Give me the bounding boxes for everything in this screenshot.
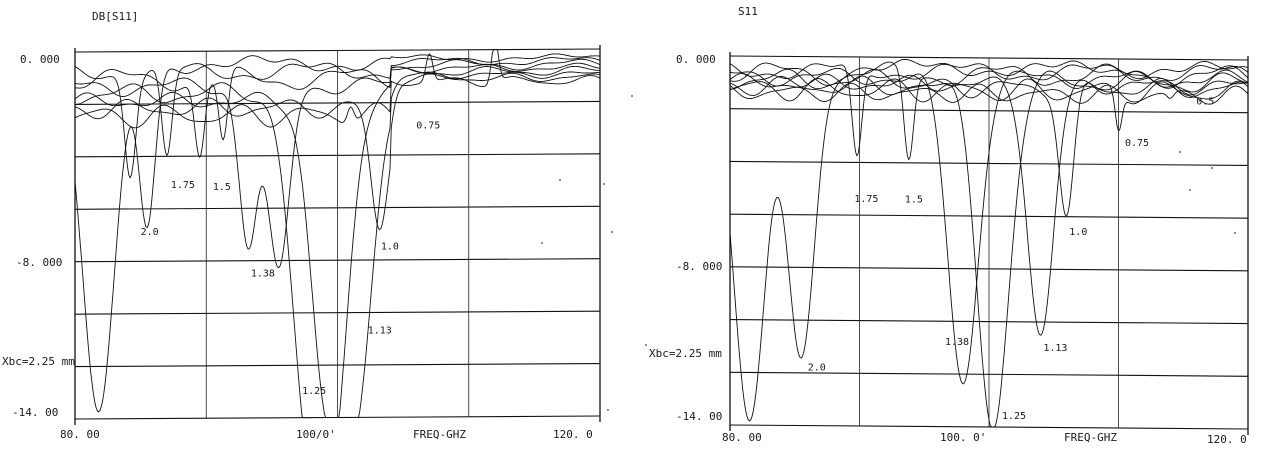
scan-speck — [631, 95, 633, 97]
curve-label: 1.38 — [945, 337, 969, 348]
x-tick-label-mid: 100. 0' — [940, 431, 986, 444]
x-tick-label-end: 120. 0 — [553, 428, 593, 441]
series-line-1-13 — [74, 71, 601, 419]
y-tick-label-mid: -8. 000 — [676, 260, 722, 273]
scan-speck — [607, 409, 609, 411]
series-line-0-5 — [729, 82, 1249, 105]
curve-label: 1.25 — [302, 386, 326, 397]
x-tick-label-start: 80. 00 — [722, 431, 762, 444]
series-line-2-0 — [729, 59, 1249, 422]
series-line-2-0 — [74, 53, 601, 413]
y-tick-label-top: 0. 000 — [20, 53, 60, 66]
series-line-1-75 — [74, 57, 601, 179]
curve-label: 1.0 — [1069, 227, 1087, 238]
x-axis-label: FREQ-GHZ — [1064, 431, 1117, 444]
scan-speck — [611, 231, 613, 233]
series-line-0-75 — [729, 78, 1249, 132]
curve-label: 2.0 — [141, 227, 159, 238]
curve-label: 0.5 — [1196, 96, 1214, 107]
y-tick-label-bottom: -14. 00 — [12, 406, 58, 419]
xbc-annotation: Xbc=2.25 mm — [2, 355, 75, 368]
s11-panel: S11 0. 000 -8. 000 -14. 00 Xbc=2.25 mm 8… — [649, 5, 1249, 446]
x-tick-label-mid: 100​/0' — [296, 428, 336, 441]
scan-speck — [541, 242, 543, 244]
curve-label: 2.0 — [808, 362, 826, 373]
chart-title: DB[S11] — [92, 10, 138, 23]
series-line-1-0 — [729, 75, 1249, 217]
scan-speck — [1234, 232, 1236, 234]
series-line-1-25 — [730, 68, 1249, 428]
series-line-0-75 — [74, 49, 601, 129]
curve-label: 1.13 — [368, 325, 392, 336]
curve-label: 1.75 — [171, 180, 195, 191]
db-s11-panel: DB[S11] 0. 000 -8. 000 -14. 00 Xbc=2.25 … — [2, 10, 601, 441]
curve-label: 0.75 — [1125, 138, 1149, 149]
curve-label: 0.75 — [416, 121, 440, 132]
scan-speck — [1189, 189, 1191, 191]
chart-title: S11 — [738, 5, 758, 18]
series-line-1-5 — [74, 58, 601, 158]
scan-speck — [645, 344, 647, 346]
curve-label: 1.5 — [213, 182, 231, 193]
scan-speck — [559, 179, 561, 181]
scan-speck — [1179, 151, 1181, 153]
y-tick-label-mid: -8. 000 — [16, 256, 62, 269]
y-tick-label-top: 0. 000 — [676, 53, 716, 66]
curve-label: 1.0 — [381, 241, 399, 252]
series-line-1-38 — [74, 62, 601, 269]
curve-label: 1.38 — [251, 268, 275, 279]
curve-label: 1.5 — [905, 194, 923, 205]
curve-label: 1.25 — [1002, 411, 1026, 422]
x-axis-label: FREQ-GHZ — [413, 428, 466, 441]
x-tick-label-start: 80. 00 — [60, 428, 100, 441]
curve-label: 1.13 — [1043, 343, 1067, 354]
series-line-1-38 — [729, 67, 1249, 385]
y-tick-label-bottom: -14. 00 — [676, 410, 722, 423]
scan-speck — [603, 183, 605, 185]
xbc-annotation: Xbc=2.25 mm — [649, 347, 722, 360]
x-tick-label-end: 120. 0 — [1207, 433, 1247, 446]
series-line-1-0 — [74, 72, 601, 231]
scan-speck — [599, 251, 601, 253]
curve-label: 1.75 — [854, 194, 878, 205]
scan-speck — [1211, 167, 1213, 169]
